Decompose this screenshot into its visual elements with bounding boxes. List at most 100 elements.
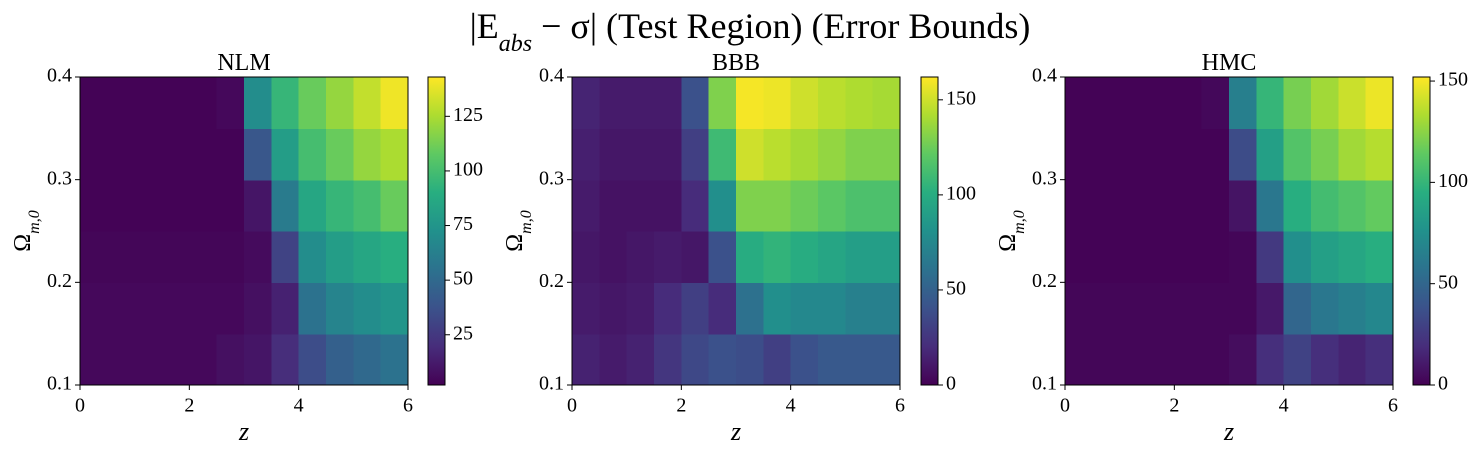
x-tick-label: 2 [184,395,194,417]
heatmap-cell [244,231,272,283]
panel-title: BBB [712,50,760,76]
y-tick-label: 0.2 [47,270,72,292]
heatmap-cell [1119,128,1148,181]
x-tick-label: 0 [567,395,577,417]
x-tick-label: 4 [294,395,304,417]
heatmap-cell [763,128,792,181]
heatmap-cell [626,282,655,335]
heatmap-cell [818,128,846,181]
heatmap-cell [1119,282,1148,335]
y-tick-label: 0.1 [1032,373,1057,395]
heatmap-cell [1065,128,1093,181]
heatmap-cell [845,282,874,335]
heatmap-cell [1092,333,1121,386]
heatmap-cell [134,333,163,386]
heatmap-cell [353,179,382,232]
heatmap-cell [1147,179,1175,232]
heatmap-cell [763,77,792,129]
heatmap-cell [654,77,682,129]
heatmap-cell [818,333,846,386]
heatmap [1065,77,1394,386]
colorbar-tick-label: 100 [453,159,483,181]
x-tick-label: 6 [1388,395,1398,417]
heatmap-cell [572,282,600,335]
colorbar-tick-label: 150 [946,87,976,109]
x-axis-label: z [238,417,249,446]
heatmap-cell [189,333,218,386]
x-tick-label: 0 [75,395,85,417]
heatmap-cell [736,282,764,335]
colorbar [427,76,446,386]
y-tick-label: 0.3 [47,167,72,189]
heatmap-cell [380,77,409,129]
heatmap-cell [1092,179,1121,232]
heatmap-cell [80,77,108,129]
heatmap-cell [1311,282,1339,335]
heatmap-cell [1256,333,1285,386]
heatmap-cell [107,333,136,386]
heatmap-cell [681,179,710,232]
heatmap-cell [1119,77,1148,129]
heatmap-cell [1174,231,1203,283]
y-label-subscript: m,0 [1011,210,1028,234]
heatmap-cell [298,179,327,232]
heatmap-cell [1283,128,1312,181]
heatmap-cell [216,282,245,335]
heatmap-cell [107,231,136,283]
heatmap-cell [1201,179,1230,232]
colorbar-tick-label: 50 [946,278,966,300]
heatmap-cell [271,231,300,283]
heatmap-cell [1338,128,1367,181]
y-label-symbol: Ω [995,234,1021,252]
heatmap-cell [654,333,682,386]
heatmap-cell [1174,282,1203,335]
colorbar-tick-label: 150 [1438,69,1468,91]
heatmap-cell [790,128,819,181]
y-tick-label: 0.4 [1032,65,1057,87]
heatmap-cell [353,128,382,181]
heatmap-cell [80,128,108,181]
heatmap-cell [107,128,136,181]
y-axis-label: Ωm,0 [995,210,1028,251]
heatmap-cell [1256,128,1285,181]
heatmap-cell [845,179,874,232]
y-tick-label: 0.2 [539,270,564,292]
heatmap-cell [1338,282,1367,335]
heatmap-cell [626,128,655,181]
heatmap-cell [572,179,600,232]
heatmap-cell [1365,231,1394,283]
heatmap-cell [572,231,600,283]
heatmap-cell [80,333,108,386]
heatmap-cell [162,282,190,335]
heatmap-cell [1229,333,1257,386]
y-tick-label: 0.3 [539,167,564,189]
heatmap-cell [162,77,190,129]
heatmap [80,77,409,386]
heatmap-cell [1174,333,1203,386]
heatmap-cell [353,77,382,129]
heatmap-cell [1147,128,1175,181]
heatmap-cell [1283,179,1312,232]
heatmap-cell [736,128,764,181]
heatmap-cell [298,231,327,283]
title-part: − σ| (Test Region) (Error Bounds) [532,6,1030,46]
heatmap-cell [790,282,819,335]
heatmap-cell [380,179,409,232]
heatmap-cell [736,179,764,232]
heatmap-cell [107,282,136,335]
heatmap-cell [134,179,163,232]
heatmap-cell [763,333,792,386]
x-tick-label: 2 [1169,395,1179,417]
heatmap-cell [818,231,846,283]
heatmap-cell [790,333,819,386]
colorbar-tick-label: 50 [453,268,473,290]
heatmap-cell [681,128,710,181]
colorbar-tick-label: 50 [1438,271,1458,293]
heatmap-cell [216,77,245,129]
heatmap-cell [763,231,792,283]
heatmap-cell [1311,333,1339,386]
heatmap-cell [790,231,819,283]
heatmap-cell [599,77,628,129]
heatmap-cell [189,282,218,335]
heatmap-cell [326,231,354,283]
